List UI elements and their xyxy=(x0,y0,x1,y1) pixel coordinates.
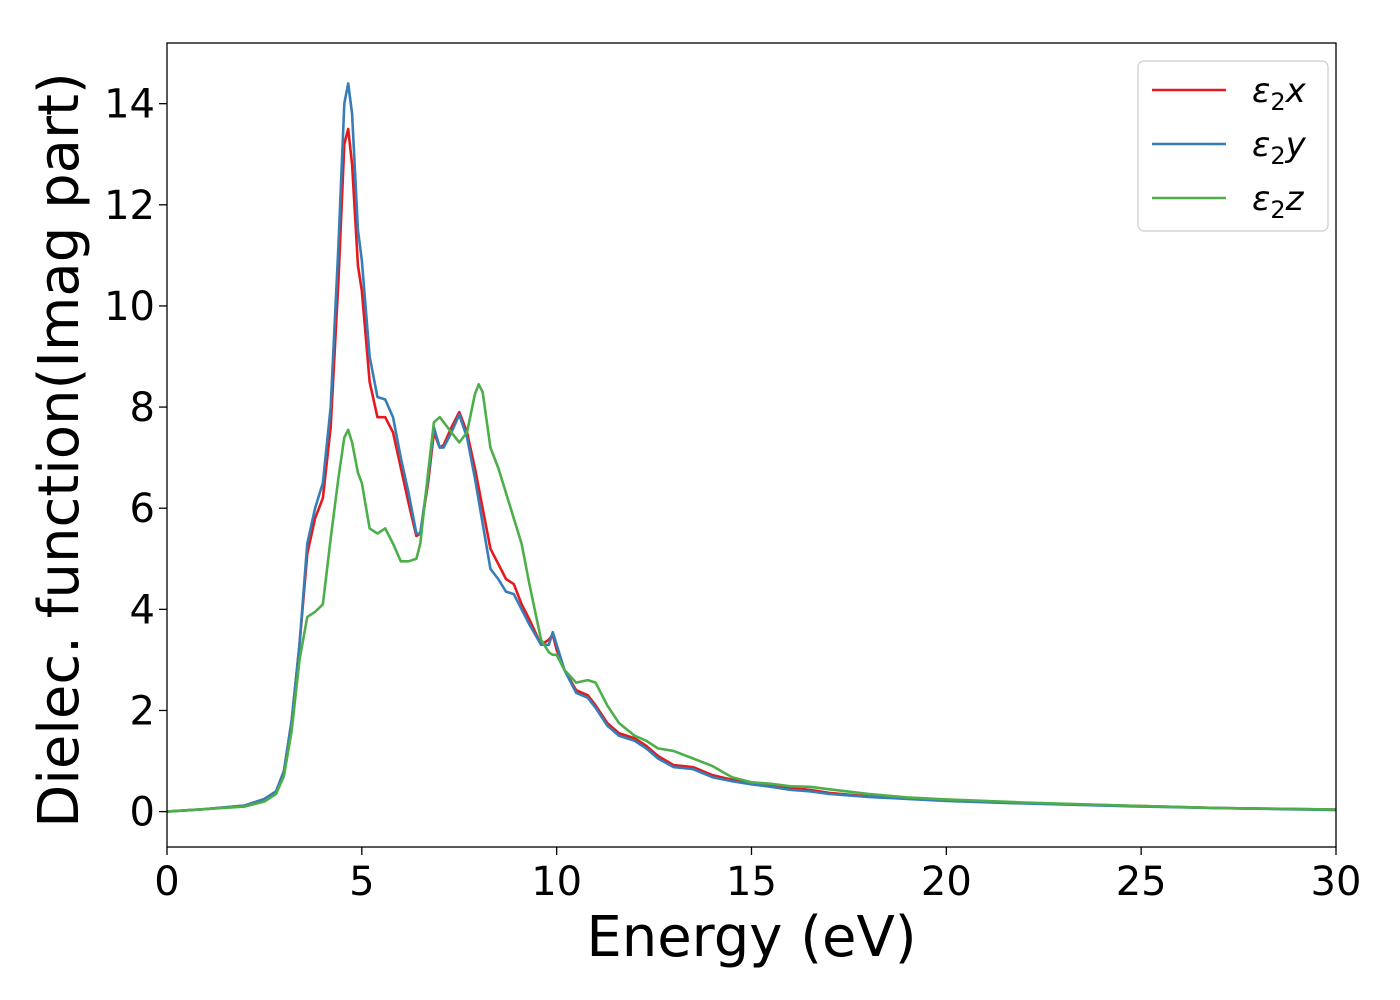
x-axis: 0 5 10 15 20 25 30 xyxy=(154,847,1361,905)
y-tick-label: 14 xyxy=(104,82,155,128)
y-tick-label: 10 xyxy=(104,284,155,330)
y-tick-label: 0 xyxy=(130,790,155,836)
y-tick-label: 8 xyxy=(130,385,155,431)
x-axis-title: Energy (eV) xyxy=(586,905,916,970)
y-axis-title: Dielec. function(Imag part) xyxy=(27,72,92,828)
x-tick-label: 10 xyxy=(531,859,582,905)
legend-label-z: ε2z xyxy=(1252,179,1305,224)
x-tick-label: 20 xyxy=(921,859,972,905)
x-tick-label: 5 xyxy=(349,859,374,905)
legend-label-y: ε2y xyxy=(1252,125,1307,170)
x-tick-label: 0 xyxy=(154,859,179,905)
x-tick-label: 30 xyxy=(1311,859,1362,905)
legend-box xyxy=(1137,60,1329,232)
x-tick-label: 15 xyxy=(726,859,777,905)
y-tick-label: 2 xyxy=(130,688,155,734)
x-tick-label: 25 xyxy=(1116,859,1167,905)
series-line-z xyxy=(167,383,1336,813)
y-axis: 0 2 4 6 8 10 12 14 xyxy=(104,82,167,836)
series-line-y xyxy=(167,82,1336,813)
y-tick-label: 4 xyxy=(130,587,155,633)
legend: ε2x ε2y ε2z xyxy=(1137,60,1329,232)
y-tick-label: 12 xyxy=(104,183,155,229)
y-tick-label: 6 xyxy=(130,486,155,532)
series-line-x xyxy=(167,127,1336,813)
legend-label-x: ε2x xyxy=(1252,71,1307,116)
series-layer xyxy=(167,82,1336,813)
